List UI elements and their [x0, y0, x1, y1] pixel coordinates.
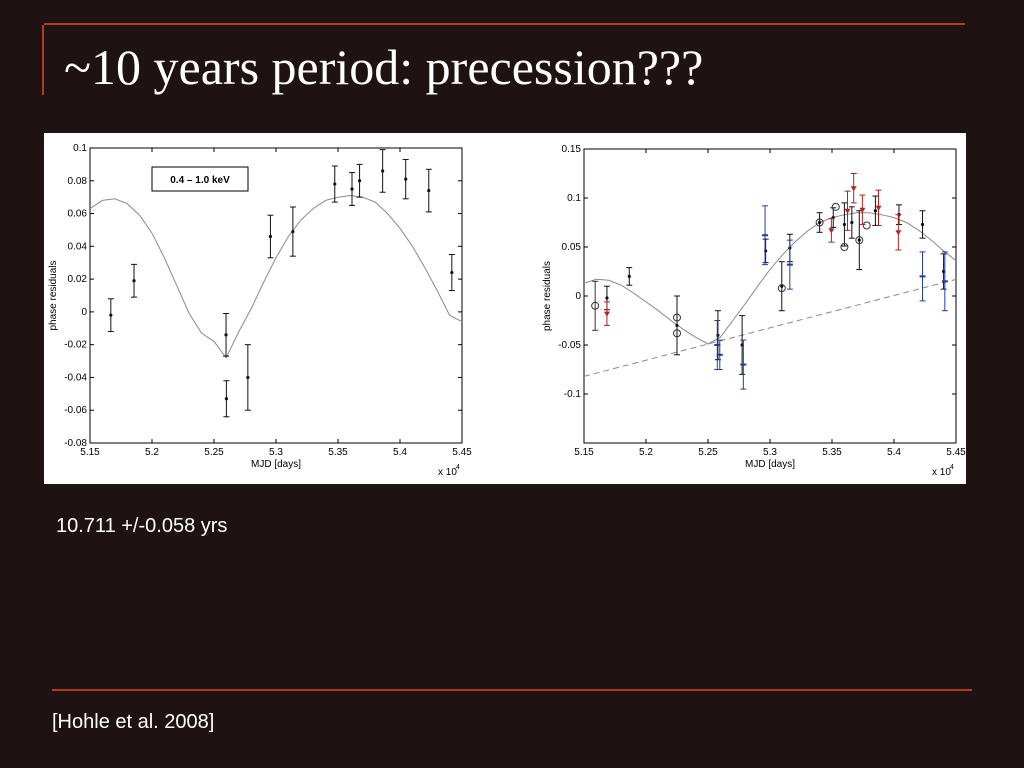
data-point — [716, 333, 720, 337]
x-multiplier-label: x 10 — [932, 467, 951, 478]
y-tick-label: -0.1 — [564, 389, 582, 400]
y-tick-label: 0.1 — [73, 143, 87, 154]
x-tick-label: 5.15 — [574, 447, 594, 458]
data-point-triangle — [875, 205, 882, 211]
data-point-triangle — [844, 208, 851, 214]
data-point-open — [815, 218, 824, 227]
y-axis-label: phase residuals — [48, 260, 59, 330]
data-point — [627, 274, 631, 278]
plot-frame — [583, 148, 957, 444]
x-multiplier-exponent: 4 — [456, 464, 460, 471]
trend-line — [583, 278, 957, 377]
data-point-open — [673, 329, 681, 338]
x-axis-label: MJD [days] — [251, 459, 301, 470]
y-tick-label: 0 — [81, 307, 87, 318]
y-tick-label: 0.05 — [562, 242, 582, 253]
y-tick-label: -0.02 — [64, 340, 87, 351]
y-tick-label: -0.05 — [558, 340, 581, 351]
data-point — [224, 397, 228, 401]
y-axis-label: phase residuals — [542, 261, 553, 331]
data-point — [350, 187, 354, 191]
x-tick-label: 5.2 — [145, 447, 159, 458]
x-tick-label: 5.35 — [328, 447, 348, 458]
data-point-open — [673, 313, 681, 322]
y-tick-label: 0.02 — [68, 274, 88, 285]
data-point — [357, 179, 362, 183]
data-point — [450, 270, 454, 275]
y-tick-label: 0.06 — [68, 209, 88, 220]
data-point — [224, 333, 228, 337]
x-tick-label: 5.3 — [763, 447, 777, 458]
data-point — [764, 249, 768, 253]
data-point — [818, 220, 822, 225]
left-phase-residuals-chart: 5.15 5.2 5.25 5.3 5.35 5.4 5.45 -0.08 -0.06 -0.04… — [48, 143, 472, 478]
data-point — [333, 182, 337, 186]
bottom-rule — [52, 689, 972, 691]
data-point — [842, 222, 846, 227]
data-point — [780, 284, 784, 288]
data-point — [109, 313, 113, 317]
top-rule — [44, 23, 965, 25]
energy-band-box — [151, 166, 249, 192]
x-tick-label: 5.2 — [639, 447, 653, 458]
x-tick-label: 5.4 — [393, 447, 407, 458]
data-point — [873, 209, 877, 213]
y-tick-label: 0.04 — [68, 241, 88, 252]
model-curve — [583, 212, 957, 345]
data-point-open — [777, 284, 786, 293]
y-tick-label: 0.15 — [562, 144, 582, 155]
y-tick-label: 0.1 — [567, 193, 581, 204]
x-tick-label: 5.35 — [822, 447, 842, 458]
x-multiplier-exponent: 4 — [950, 464, 954, 471]
period-result: 10.711 +/-0.058 yrs — [56, 515, 228, 537]
energy-band-label: 0.4 – 1.0 keV — [170, 175, 230, 186]
y-tick-label: -0.08 — [64, 438, 87, 449]
data-point-triangle — [895, 230, 902, 236]
x-tick-label: 5.3 — [269, 447, 283, 458]
y-tick-label: -0.06 — [64, 405, 87, 416]
data-point-open — [840, 243, 849, 251]
x-axis-label: MJD [days] — [745, 459, 795, 470]
data-point-open — [591, 301, 600, 310]
x-tick-label: 5.25 — [204, 447, 224, 458]
x-multiplier-label: x 10 — [438, 467, 457, 478]
data-point-open — [831, 202, 840, 211]
chart-panel: 5.15 5.2 5.25 5.3 5.35 5.4 5.45 -0.08 -0.06 -0.04… — [44, 133, 966, 484]
data-point — [605, 296, 609, 300]
data-point-open — [855, 236, 864, 245]
data-point — [675, 323, 679, 327]
data-point-triangle — [850, 186, 857, 192]
right-phase-residuals-chart: 5.15 5.2 5.25 5.3 5.35 5.4 5.45 -0.1 -0.05 0 0.05 0… — [542, 144, 966, 478]
data-point — [857, 238, 861, 242]
data-point-open — [862, 221, 871, 230]
model-curve — [89, 194, 463, 359]
data-point — [268, 234, 273, 239]
data-point — [850, 220, 854, 225]
data-point — [404, 177, 408, 181]
x-tick-label: 5.45 — [452, 447, 472, 458]
y-tick-label: 0.08 — [68, 176, 88, 187]
data-point — [291, 229, 295, 234]
y-tick-label: -0.04 — [64, 372, 87, 383]
y-tick-label: 0 — [575, 291, 581, 302]
x-tick-label: 5.45 — [946, 447, 966, 458]
slide-title: ~10 years period: precession??? — [64, 39, 704, 95]
data-point — [132, 279, 136, 283]
data-point — [246, 375, 250, 380]
data-point-triangle — [859, 207, 866, 213]
citation: [Hohle et al. 2008] — [52, 711, 215, 733]
side-rule — [42, 25, 44, 95]
data-point-triangle — [603, 311, 610, 317]
x-tick-label: 5.4 — [887, 447, 901, 458]
data-point — [427, 189, 431, 193]
x-tick-label: 5.25 — [698, 447, 718, 458]
data-point — [381, 169, 385, 173]
data-point-triangle — [828, 228, 835, 234]
x-tick-label: 5.15 — [80, 447, 100, 458]
data-point — [920, 222, 925, 227]
